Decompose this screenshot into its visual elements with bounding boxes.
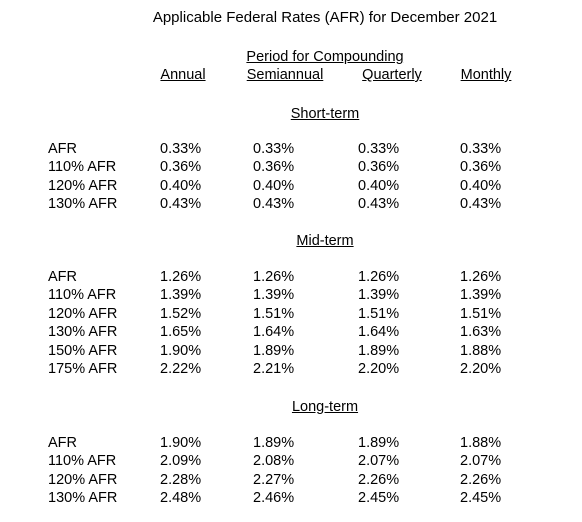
row-label: 130% AFR	[48, 324, 118, 341]
rate-value: 1.89%	[358, 435, 400, 451]
rate-value: 0.40%	[160, 177, 202, 194]
rate-value: 0.43%	[358, 196, 400, 213]
rate-value: 0.36%	[160, 159, 202, 176]
rate-value: 2.20%	[460, 361, 502, 377]
column-header: Quarterly	[362, 67, 422, 83]
group-header: Period for Compounding	[246, 49, 404, 65]
rate-value: 1.89%	[253, 342, 295, 359]
row-label: AFR	[48, 269, 77, 285]
column-header: Annual	[160, 67, 206, 83]
rate-value: 2.08%	[253, 453, 295, 470]
row-label: 130% AFR	[48, 490, 118, 507]
rate-value: 0.40%	[460, 177, 502, 194]
section-heading: Long-term	[291, 399, 359, 415]
rate-value: 1.26%	[358, 269, 400, 285]
rate-value: 2.20%	[358, 361, 400, 377]
row-label: 110% AFR	[48, 159, 117, 176]
rate-value: 1.63%	[460, 324, 502, 341]
rate-value: 2.45%	[358, 490, 400, 507]
rate-value: 0.43%	[253, 196, 295, 213]
rate-value: 2.07%	[358, 453, 400, 470]
rate-value: 2.27%	[253, 471, 295, 488]
rate-value: 1.39%	[358, 287, 400, 304]
section-heading: Short-term	[290, 106, 360, 122]
rate-value: 1.52%	[160, 305, 202, 322]
rate-value: 0.36%	[358, 159, 400, 176]
rate-value: 2.48%	[160, 490, 202, 507]
rate-value: 2.45%	[460, 490, 502, 507]
row-label: 120% AFR	[48, 305, 118, 322]
rate-value: 0.33%	[253, 141, 295, 157]
row-label: 150% AFR	[48, 342, 118, 359]
rate-value: 0.36%	[460, 159, 502, 176]
rate-value: 1.26%	[160, 269, 202, 285]
column-header: Monthly	[460, 67, 512, 83]
rate-value: 1.89%	[253, 435, 295, 451]
rate-value: 1.39%	[460, 287, 502, 304]
rate-value: 1.64%	[253, 324, 295, 341]
rate-value: 2.21%	[253, 361, 295, 377]
rate-value: 0.33%	[460, 141, 502, 157]
section-heading: Mid-term	[296, 233, 354, 249]
rate-value: 0.40%	[358, 177, 400, 194]
rate-value: 1.90%	[160, 435, 202, 451]
rate-value: 1.51%	[358, 305, 400, 322]
rate-value: 0.36%	[253, 159, 295, 176]
title: Applicable Federal Rates (AFR) for Decem…	[152, 9, 498, 26]
rate-value: 2.22%	[160, 361, 202, 377]
rate-value: 2.09%	[160, 453, 202, 470]
rate-value: 0.43%	[460, 196, 502, 213]
rate-value: 1.39%	[160, 287, 202, 304]
row-label: 175% AFR	[48, 361, 118, 377]
rate-value: 0.43%	[160, 196, 202, 213]
rate-value: 0.33%	[160, 141, 202, 157]
rate-value: 1.64%	[358, 324, 400, 341]
rate-value: 2.46%	[253, 490, 295, 507]
row-label: 110% AFR	[48, 453, 117, 470]
rate-value: 2.07%	[460, 453, 502, 470]
rate-value: 1.51%	[253, 305, 295, 322]
rate-value: 1.26%	[460, 269, 502, 285]
rate-value: 1.90%	[160, 342, 202, 359]
column-header: Semiannual	[246, 67, 324, 83]
rate-value: 0.40%	[253, 177, 295, 194]
rate-value: 2.26%	[358, 471, 400, 488]
rate-value: 1.65%	[160, 324, 202, 341]
row-label: AFR	[48, 435, 77, 451]
row-label: 110% AFR	[48, 287, 117, 304]
rate-value: 1.26%	[253, 269, 295, 285]
rate-value: 2.28%	[160, 471, 202, 488]
rate-value: 1.39%	[253, 287, 295, 304]
rate-value: 1.88%	[460, 435, 502, 451]
rate-value: 0.33%	[358, 141, 400, 157]
rate-value: 1.51%	[460, 305, 502, 322]
rate-value: 2.26%	[460, 471, 502, 488]
rate-value: 1.88%	[460, 342, 502, 359]
row-label: 120% AFR	[48, 471, 118, 488]
row-label: AFR	[48, 141, 77, 157]
rate-value: 1.89%	[358, 342, 400, 359]
row-label: 130% AFR	[48, 196, 118, 213]
row-label: 120% AFR	[48, 177, 118, 194]
